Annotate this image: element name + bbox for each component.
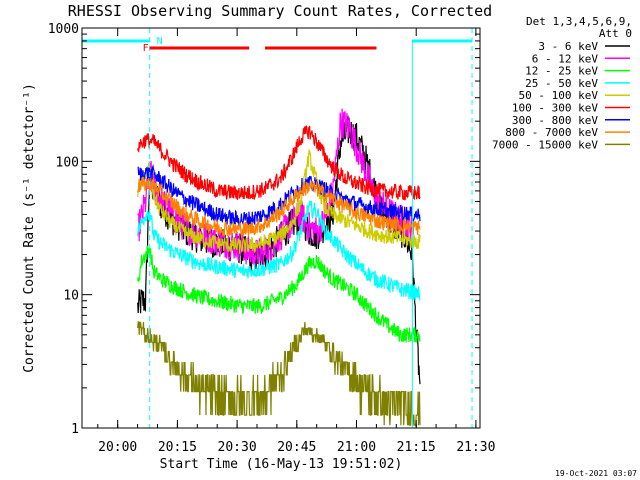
y-tick-label-4: 1000 <box>48 22 79 37</box>
series-line-5 <box>137 149 421 254</box>
legend-header-1: Det 1,3,4,5,6,9, <box>526 15 632 28</box>
x-axis-label: Start Time (16-May-13 19:51:02) <box>160 457 403 472</box>
flag-label-n: N <box>157 36 163 47</box>
x-tick-label-1: 20:00 <box>98 440 137 455</box>
legend-label-6: 100 - 300 keV <box>512 102 598 115</box>
timestamp: 19-Oct-2021 03:07 <box>555 469 637 478</box>
legend-label-5: 50 - 100 keV <box>519 89 599 102</box>
flag-label-f: F <box>143 43 149 54</box>
x-tick-label-3: 20:30 <box>218 440 257 455</box>
legend-label-8: 800 - 7000 keV <box>505 126 598 139</box>
legend-label-4: 25 - 50 keV <box>525 77 598 90</box>
legend-label-3: 12 - 25 keV <box>525 65 598 78</box>
legend-header-2: Att 0 <box>599 27 632 40</box>
y-tick-label-3: 100 <box>56 155 79 170</box>
series-line-9 <box>137 321 421 426</box>
chart-title: RHESSI Observing Summary Count Rates, Co… <box>68 2 492 20</box>
series-layer <box>137 108 421 426</box>
annotation-layer: FN <box>82 28 473 428</box>
plot-frame <box>81 27 481 429</box>
series-line-6 <box>137 125 421 201</box>
y-axis-label: Corrected Count Rate (s⁻¹ detector⁻¹) <box>22 83 37 373</box>
x-tick-label-5: 21:00 <box>337 440 376 455</box>
legend-label-2: 6 - 12 keV <box>532 52 599 65</box>
x-tick-label-2: 20:15 <box>158 440 197 455</box>
series-line-4 <box>137 200 421 301</box>
legend-label-1: 3 - 6 keV <box>538 40 598 53</box>
series-line-8 <box>137 176 421 239</box>
x-tick-label-4: 20:45 <box>277 440 316 455</box>
y-tick-label-2: 10 <box>63 289 79 304</box>
legend-label-9: 7000 - 15000 keV <box>492 138 598 151</box>
x-tick-label-7: 21:30 <box>456 440 495 455</box>
legend-label-7: 300 - 800 keV <box>512 114 598 127</box>
y-tick-label-1: 1 <box>71 422 79 437</box>
series-line-3 <box>137 245 421 343</box>
axis-layer: 20:00 20:15 20:30 20:45 21:00 21:15 21:30 1 10 10… <box>48 22 496 455</box>
x-tick-label-6: 21:15 <box>397 440 436 455</box>
